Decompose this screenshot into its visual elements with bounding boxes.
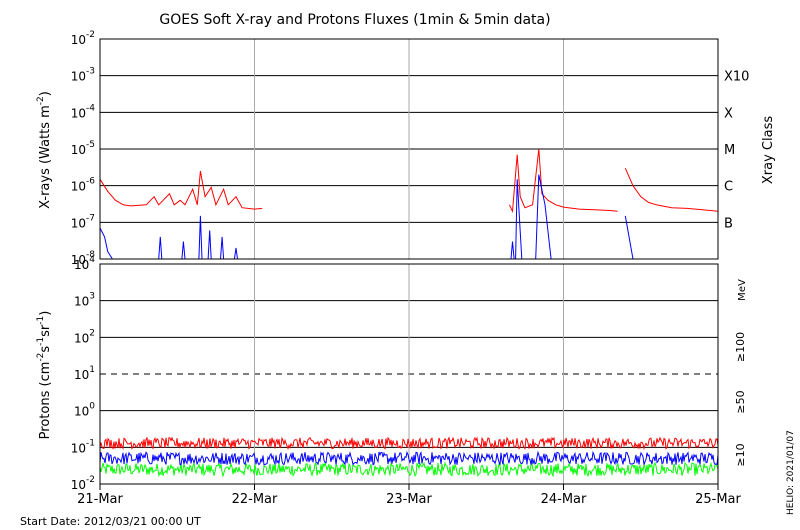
xray-ytick-label-base: 10 <box>71 70 86 84</box>
xray-ytick-label: 10-2 <box>71 30 95 47</box>
xtick-label: 25-Mar <box>695 492 741 507</box>
xray-ylabel-part: X-rays (Watts m <box>38 105 53 209</box>
proton-series-2 <box>99 450 719 466</box>
xray-ytick-label: 10-4 <box>71 103 96 120</box>
proton-ylabel-part: Protons (cm <box>38 362 53 440</box>
xray-ytick-label-exp: -3 <box>86 67 95 77</box>
xray-class-axis-label: Xray Class <box>761 116 776 184</box>
proton-ylabel-part: ) <box>38 311 53 316</box>
xray-ytick-label-base: 10 <box>71 216 86 230</box>
proton-ylabel-part: -1 <box>36 316 46 325</box>
proton-ytick-label-base: 10 <box>74 295 89 309</box>
proton-ytick-label-base: 10 <box>71 478 86 492</box>
proton-ytick-label-exp: 3 <box>89 292 95 302</box>
xray-panel: 10-810-710-610-510-410-310-2X-rays (Watt… <box>36 30 776 267</box>
xray-frame <box>99 38 719 260</box>
xtick-label: 21-Mar <box>77 492 123 507</box>
xray-ytick-label-base: 10 <box>71 33 86 47</box>
xray-series-long <box>99 148 719 214</box>
xray-ytick-label-base: 10 <box>71 180 86 194</box>
proton-ytick-label: 104 <box>74 255 95 272</box>
xray-ytick-label: 10-5 <box>71 140 95 157</box>
proton-ytick-label-base: 10 <box>74 405 89 419</box>
proton-legend-3: ≥10 <box>734 443 747 466</box>
xray-ytick-label-exp: -7 <box>86 213 95 223</box>
proton-ytick-label-base: 10 <box>71 441 86 455</box>
proton-ytick-label-base: 10 <box>74 368 89 382</box>
proton-ytick-label-exp: 4 <box>89 255 95 265</box>
xray-ytick-label-exp: -6 <box>86 177 95 187</box>
xray-ytick-label: 10-8 <box>71 250 96 267</box>
proton-ytick-label: 102 <box>74 328 95 345</box>
chart-title: GOES Soft X-ray and Protons Fluxes (1min… <box>159 12 550 28</box>
proton-ylabel-part: sr <box>38 324 53 337</box>
xray-ytick-label: 10-6 <box>71 177 96 194</box>
proton-ytick-label-exp: 2 <box>89 328 95 338</box>
proton-ytick-label-exp: 0 <box>89 402 95 412</box>
xray-ytick-label-base: 10 <box>71 106 86 120</box>
xtick-label: 24-Mar <box>541 492 587 507</box>
xray-ytick-label-exp: -2 <box>86 30 95 40</box>
proton-ytick-label-exp: 1 <box>89 365 95 375</box>
proton-ytick-label: 10-2 <box>71 475 95 492</box>
xray-ylabel-part: ) <box>38 91 53 96</box>
proton-ytick-label: 103 <box>74 292 95 309</box>
proton-ytick-label-exp: -2 <box>86 475 95 485</box>
xray-class-label: X <box>724 106 733 121</box>
proton-ytick-label-base: 10 <box>74 258 89 272</box>
xray-ylabel: X-rays (Watts m-2) <box>36 91 53 209</box>
proton-series-1 <box>99 461 719 478</box>
proton-ylabel-part: -1 <box>36 337 46 346</box>
proton-legend-2: ≥50 <box>734 390 747 413</box>
xtick-label: 23-Mar <box>386 492 432 507</box>
xray-ylabel-part: -2 <box>36 96 46 105</box>
xray-class-label: M <box>724 143 735 158</box>
start-date: Start Date: 2012/03/21 00:00 UT <box>20 515 201 528</box>
proton-ylabel-part: s <box>38 346 53 353</box>
xray-ytick-label-base: 10 <box>71 253 86 267</box>
xray-ytick-label: 10-3 <box>71 67 95 84</box>
xray-class-label: C <box>724 180 733 195</box>
proton-ytick-label: 101 <box>74 365 95 382</box>
xray-series-short <box>99 174 634 260</box>
xray-ytick-label-exp: -4 <box>86 103 95 113</box>
proton-unit-label: MeV <box>737 279 748 301</box>
proton-ytick-label-exp: -1 <box>86 438 95 448</box>
xray-ytick-label-base: 10 <box>71 143 86 157</box>
proton-ytick-label: 10-1 <box>71 438 95 455</box>
xray-class-label: B <box>724 216 733 231</box>
proton-ylabel-part: -2 <box>36 353 46 362</box>
proton-ylabel: Protons (cm-2s-1sr-1) <box>36 311 53 440</box>
proton-ytick-label: 100 <box>74 402 95 419</box>
xray-ytick-label: 10-7 <box>71 213 95 230</box>
proton-legend-1: ≥100 <box>734 332 747 362</box>
xtick-label: 22-Mar <box>232 492 278 507</box>
xray-class-label: X10 <box>724 70 749 85</box>
xray-ytick-label-exp: -8 <box>86 250 95 260</box>
proton-ytick-label-base: 10 <box>74 331 89 345</box>
proton-series-3 <box>99 436 719 451</box>
xray-ytick-label-exp: -5 <box>86 140 95 150</box>
credit-label: HELIO: 2021/01/07 <box>786 430 796 515</box>
